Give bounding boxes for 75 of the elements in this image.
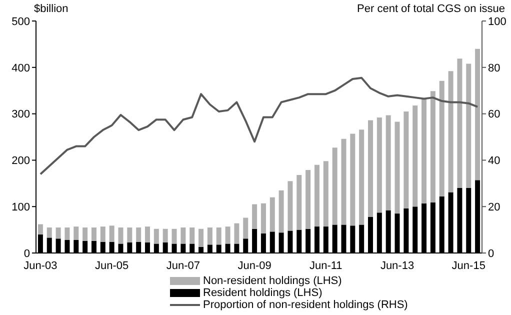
bar	[127, 227, 132, 242]
bar	[46, 227, 52, 238]
y2-tick-label: 100	[488, 16, 506, 28]
bar	[118, 227, 124, 244]
legend-label: Proportion of non-resident holdings (RHS)	[203, 299, 408, 311]
y2-tick-label: 40	[488, 155, 500, 168]
x-tick-label: Jun-15	[452, 260, 486, 272]
bar	[260, 203, 266, 234]
y-tick-label: 0	[24, 248, 30, 260]
x-tick-label: Jun-09	[238, 260, 272, 272]
y-tick-label: 400	[12, 62, 30, 74]
bar	[74, 226, 79, 240]
bar	[448, 71, 454, 192]
bar	[56, 227, 61, 239]
y-tick-label: 500	[12, 16, 30, 28]
y-tick-label: 200	[12, 155, 30, 168]
bar	[466, 64, 472, 188]
x-tick-label: Jun-13	[380, 260, 414, 272]
line-series	[39, 76, 479, 176]
bar	[404, 111, 409, 208]
bar	[306, 170, 311, 229]
bar	[359, 130, 364, 225]
bar	[243, 218, 248, 239]
bar	[439, 80, 444, 196]
bar	[216, 227, 222, 245]
bar	[386, 115, 391, 210]
bar	[145, 226, 150, 242]
x-tick-label: Jun-05	[95, 260, 129, 272]
y-tick-label: 100	[12, 202, 30, 214]
bar	[332, 148, 338, 225]
legend-label: Non-resident holdings (LHS)	[203, 275, 342, 287]
y2-tick-label: 80	[488, 62, 500, 74]
bar	[430, 91, 436, 202]
bar	[64, 227, 70, 240]
bar	[100, 226, 106, 242]
bar	[91, 227, 96, 241]
bar	[136, 227, 142, 242]
x-tick-label: Jun-11	[309, 260, 342, 272]
bar	[475, 48, 480, 180]
bar	[82, 227, 88, 241]
bar	[314, 164, 320, 227]
bar	[234, 223, 240, 244]
y2-axis-title: Per cent of total CGS on issue	[357, 3, 505, 15]
bar	[288, 181, 293, 231]
bar	[190, 227, 195, 244]
bar	[412, 105, 418, 207]
bar	[225, 226, 230, 244]
bar	[270, 197, 275, 232]
y-axis-title: $billion	[34, 3, 68, 15]
y2-tick-label: 0	[488, 248, 494, 260]
bar	[278, 190, 284, 233]
bar	[368, 120, 373, 217]
bar	[323, 161, 328, 227]
bar	[376, 118, 382, 213]
bar	[38, 224, 43, 234]
bar	[394, 122, 400, 214]
bar	[252, 204, 258, 229]
bar	[457, 58, 462, 188]
y2-tick-label: 60	[488, 108, 500, 121]
bar	[162, 228, 168, 242]
bar	[172, 228, 177, 244]
bar	[207, 227, 212, 245]
bar	[422, 99, 427, 204]
x-tick-label: Jun-07	[166, 260, 200, 272]
bar	[350, 134, 356, 226]
bar	[109, 226, 114, 242]
bar	[198, 228, 204, 247]
bar	[296, 175, 302, 230]
bar	[154, 228, 159, 244]
y-tick-label: 300	[12, 108, 30, 121]
bar	[180, 227, 186, 244]
y2-tick-label: 20	[488, 202, 500, 214]
bar	[341, 138, 346, 225]
x-tick-label: Jun-03	[24, 260, 58, 272]
legend-label: Resident holdings (LHS)	[203, 287, 322, 299]
